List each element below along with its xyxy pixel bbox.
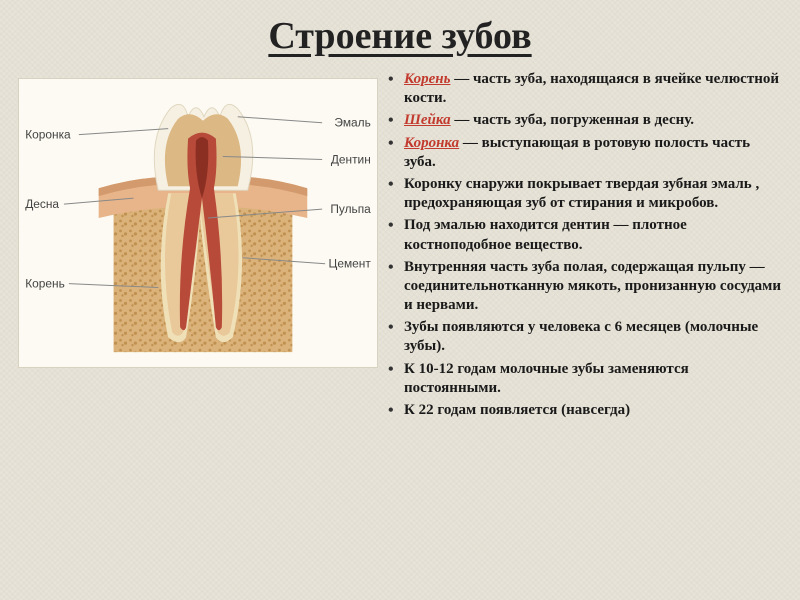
- leader-line: [238, 117, 322, 123]
- diagram-label: Пульпа: [330, 202, 371, 216]
- bullet-list: Корень — часть зуба, находящаяся в ячейк…: [386, 70, 784, 420]
- bullet-item: Шейка — часть зуба, погруженная в десну.: [386, 111, 784, 130]
- term: Корень: [404, 71, 450, 87]
- bullet-item: К 10-12 годам молочные зубы заменяются п…: [386, 360, 784, 398]
- bullet-content: Корень — часть зуба, находящаяся в ячейк…: [386, 70, 784, 592]
- bullet-item: Под эмалью находится дентин — плотное ко…: [386, 216, 784, 254]
- diagram-label: Дентин: [331, 152, 371, 166]
- bullet-item: К 22 годам появляется (навсегда): [386, 401, 784, 420]
- tooth-svg: Коронка Десна Корень Эмаль Дентин Пульпа Цеме…: [19, 79, 377, 367]
- diagram-label: Эмаль: [334, 116, 370, 130]
- diagram-label: Коронка: [25, 128, 71, 142]
- bullet-item: Корень — часть зуба, находящаяся в ячейк…: [386, 70, 784, 108]
- bullet-item: Внутренняя часть зуба полая, содержащая …: [386, 258, 784, 316]
- bullet-item: Коронка — выступающая в ротовую полость …: [386, 134, 784, 172]
- diagram-label: Корень: [25, 277, 65, 291]
- bullet-item: Зубы появляются у человека с 6 месяцев (…: [386, 318, 784, 356]
- leader-line: [79, 129, 168, 135]
- bullet-text: — часть зуба, погруженная в десну.: [451, 112, 694, 128]
- term: Коронка: [404, 135, 459, 151]
- diagram-label: Десна: [25, 197, 59, 211]
- bullet-item: Коронку снаружи покрывает твердая зубная…: [386, 175, 784, 213]
- bullet-text: — часть зуба, находящаяся в ячейке челюс…: [404, 71, 779, 106]
- term: Шейка: [404, 112, 451, 128]
- page-title: Строение зубов: [0, 14, 800, 58]
- diagram-label: Цемент: [329, 257, 372, 271]
- tooth-diagram: Коронка Десна Корень Эмаль Дентин Пульпа Цеме…: [18, 78, 378, 368]
